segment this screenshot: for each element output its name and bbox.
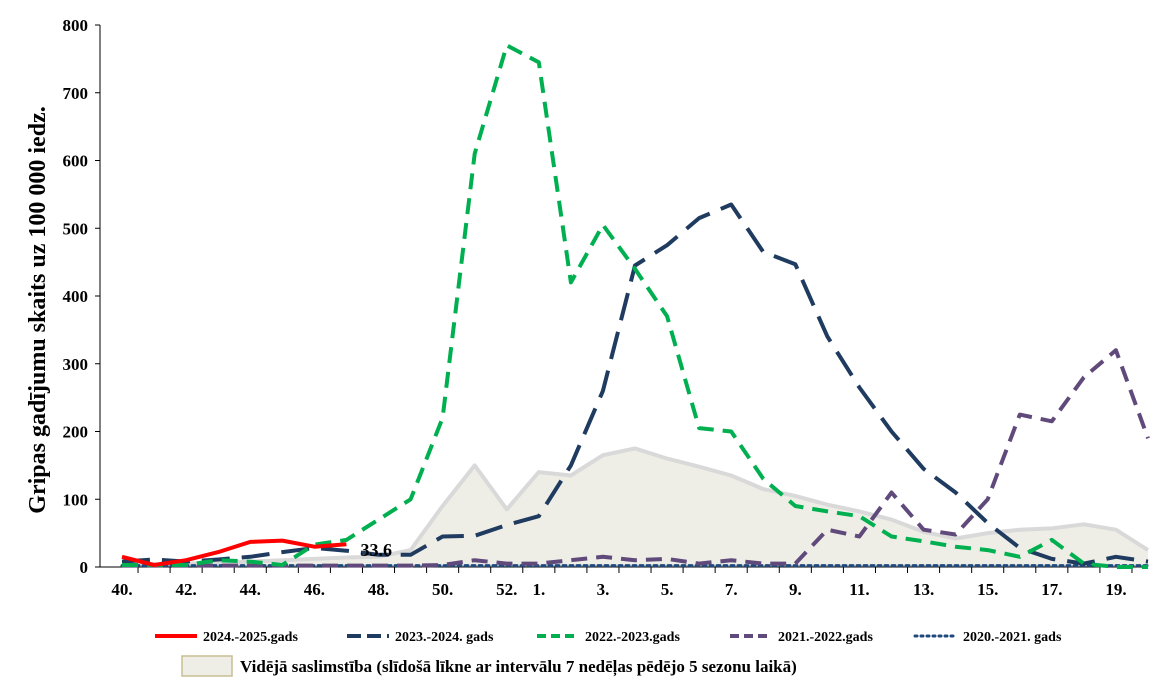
legend-label-average-incidence: Vidējā saslimstība (slīdošā līkne ar int… (240, 657, 797, 677)
average-incidence-edge (121, 446, 1150, 567)
series-line-2021-2022-gads (122, 348, 1150, 568)
y-tick-label: 800 (63, 16, 89, 35)
x-tick-label: 44. (240, 580, 261, 599)
legend-label-2020-2021-gads: 2020.-2021. gads (963, 630, 1062, 645)
data-label: 33.6 (360, 540, 392, 560)
x-tick-label: 17. (1041, 580, 1062, 599)
x-tick-label: 7. (725, 580, 738, 599)
x-tick-label: 11. (849, 580, 869, 599)
x-tick-label: 50. (432, 580, 453, 599)
legend: 2024.-2025.gads 2023.-2024. gads 2022.-202… (155, 630, 1062, 677)
y-ticks: 0 100 200 300 400 500 600 700 800 (63, 16, 100, 577)
y-tick-label: 100 (63, 490, 89, 509)
average-incidence-area (121, 446, 1150, 567)
y-axis-label: Gripas gadījumu skaits uz 100 000 iedz. (25, 106, 51, 513)
y-tick-label: 700 (63, 84, 89, 103)
y-tick-label: 200 (63, 423, 89, 442)
y-tick-label: 300 (63, 355, 89, 374)
legend-label-2023-2024-gads: 2023.-2024. gads (395, 630, 494, 645)
x-tick-label: 13. (913, 580, 934, 599)
legend-label-2024-2025-gads: 2024.-2025.gads (203, 630, 298, 645)
y-tick-label: 500 (63, 219, 89, 238)
x-tick-label: 52. (496, 580, 517, 599)
series-line-2023-2024-gads (121, 202, 1149, 566)
x-tick-label: 9. (789, 580, 802, 599)
annotations: 33.6 (360, 540, 392, 560)
series-line-2022-2023-gads (122, 43, 1148, 569)
x-tick-label: 5. (661, 580, 674, 599)
y-tick-label: 400 (63, 287, 89, 306)
legend-swatch-average-incidence (181, 655, 233, 677)
x-tick-label: 19. (1105, 580, 1126, 599)
x-tick-label: 48. (368, 580, 389, 599)
x-ticks: 40. 42. 44. 46. 48. 50. 52. 1. 3. 5. 7. 9. 11. 13. 15.… (111, 567, 1133, 599)
x-tick-label: 3. (597, 580, 610, 599)
x-tick-label: 46. (304, 580, 325, 599)
x-tick-label: 1. (532, 580, 545, 599)
x-tick-label: 15. (977, 580, 998, 599)
legend-label-2022-2023-gads: 2022.-2023.gads (585, 630, 680, 645)
y-tick-label: 600 (63, 152, 89, 171)
y-tick-label: 0 (80, 558, 89, 577)
x-tick-label: 40. (111, 580, 132, 599)
average-incidence-fill (122, 448, 1148, 567)
legend-label-2021-2022-gads: 2021.-2022.gads (778, 630, 873, 645)
series-lines (120, 43, 1150, 569)
x-tick-label: 42. (176, 580, 197, 599)
series-line-2024-2025-gads (121, 538, 347, 567)
